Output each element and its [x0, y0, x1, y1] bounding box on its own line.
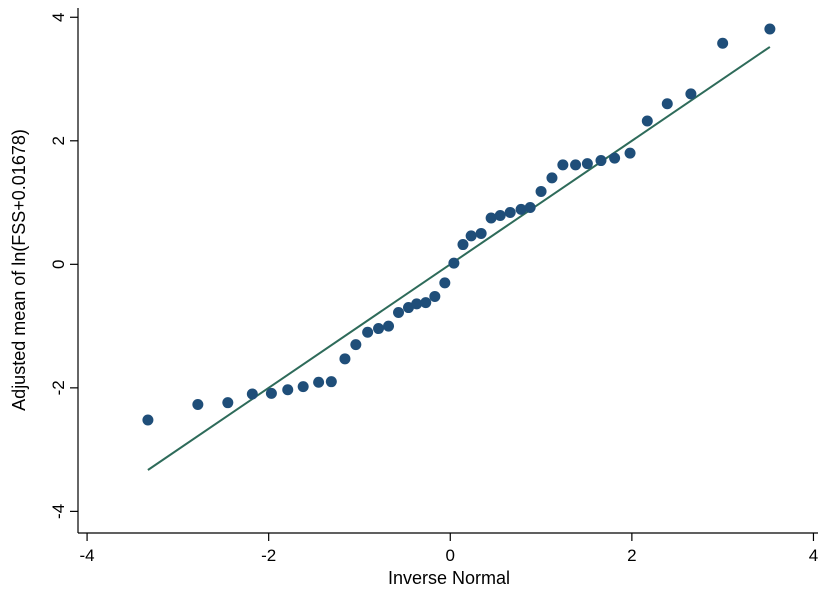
data-point: [661, 98, 673, 110]
y-axis: -4 -2 0 2 4: [49, 8, 79, 533]
data-point: [494, 210, 506, 222]
data-point: [475, 227, 487, 239]
data-point: [373, 323, 385, 335]
data-point: [546, 172, 558, 184]
data-point: [609, 152, 621, 164]
data-point: [465, 230, 477, 242]
data-point: [641, 115, 653, 127]
data-point: [570, 159, 582, 171]
data-point: [297, 381, 309, 393]
data-point: [393, 307, 405, 318]
data-point: [448, 257, 460, 269]
data-point: [192, 399, 204, 411]
data-point: [282, 384, 294, 396]
y-tick-label: 4: [49, 13, 68, 22]
x-tick-label: 0: [446, 546, 455, 565]
data-point: [524, 202, 536, 213]
data-point: [515, 203, 527, 215]
y-tick-label: 0: [49, 260, 68, 269]
data-point: [222, 397, 234, 409]
y-axis-title: Adjusted mean of ln(FSS+0.01678): [9, 129, 29, 411]
data-point: [411, 298, 423, 310]
data-point: [457, 239, 469, 251]
data-point: [325, 376, 337, 388]
x-tick-label: -2: [261, 546, 276, 565]
data-point: [624, 147, 636, 159]
data-point: [246, 388, 258, 400]
data-point: [265, 387, 277, 399]
data-point: [313, 376, 325, 388]
data-point: [557, 159, 569, 171]
reference-line: [147, 46, 771, 471]
x-axis-title: Inverse Normal: [388, 568, 510, 588]
data-point: [362, 326, 374, 338]
data-point: [595, 155, 607, 167]
data-point: [717, 37, 729, 49]
data-point: [581, 158, 593, 170]
data-point: [350, 339, 362, 351]
data-point: [142, 414, 154, 426]
x-tick-label: -4: [80, 546, 95, 565]
data-point: [535, 185, 547, 197]
y-tick-label: -4: [49, 504, 68, 519]
data-point: [383, 320, 395, 332]
y-tick-label: 2: [49, 136, 68, 145]
y-tick-label: -2: [49, 380, 68, 395]
data-point: [685, 88, 697, 100]
data-point: [429, 290, 441, 302]
data-point: [420, 297, 432, 309]
data-point: [764, 23, 776, 35]
data-point: [439, 277, 451, 289]
x-axis: -4 -2 0 2 4: [78, 532, 818, 565]
data-point: [339, 353, 351, 365]
data-point: [403, 302, 415, 314]
plot-layer: [142, 23, 776, 471]
x-tick-label: 4: [809, 546, 818, 565]
x-tick-label: 2: [627, 546, 636, 565]
data-point: [504, 206, 516, 218]
data-point: [485, 212, 497, 224]
